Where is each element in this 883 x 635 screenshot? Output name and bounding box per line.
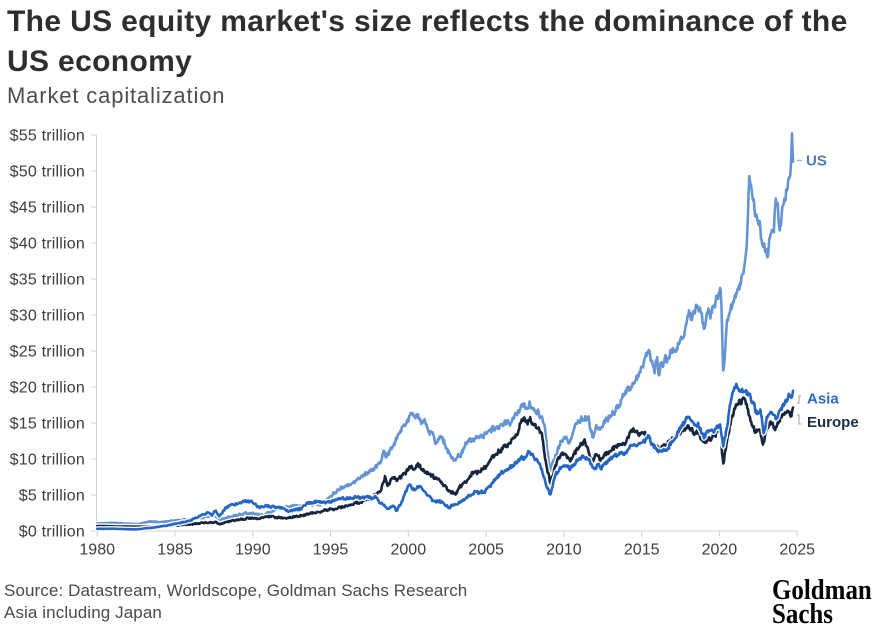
svg-text:$40 trillion: $40 trillion [10,236,85,253]
svg-text:Europe: Europe [807,414,859,431]
svg-text:2000: 2000 [391,542,427,559]
svg-text:US: US [806,153,827,170]
svg-text:1990: 1990 [235,542,271,559]
svg-text:$15 trillion: $15 trillion [10,416,85,433]
svg-text:$20 trillion: $20 trillion [10,380,85,397]
svg-text:$5 trillion: $5 trillion [19,488,85,505]
svg-text:$50 trillion: $50 trillion [10,164,85,181]
svg-text:2005: 2005 [468,542,504,559]
svg-text:1980: 1980 [79,542,115,559]
svg-text:2020: 2020 [702,542,738,559]
svg-text:$30 trillion: $30 trillion [10,308,85,325]
svg-text:$55 trillion: $55 trillion [10,128,85,145]
svg-text:2025: 2025 [779,542,815,559]
svg-text:Asia: Asia [807,391,839,408]
svg-text:1985: 1985 [157,542,193,559]
svg-text:2015: 2015 [624,542,660,559]
svg-text:$0 trillion: $0 trillion [19,524,85,541]
svg-text:$25 trillion: $25 trillion [10,344,85,361]
svg-text:$45 trillion: $45 trillion [10,200,85,217]
svg-text:2010: 2010 [546,542,582,559]
svg-text:$10 trillion: $10 trillion [10,452,85,469]
svg-text:$35 trillion: $35 trillion [10,272,85,289]
svg-text:1995: 1995 [313,542,349,559]
